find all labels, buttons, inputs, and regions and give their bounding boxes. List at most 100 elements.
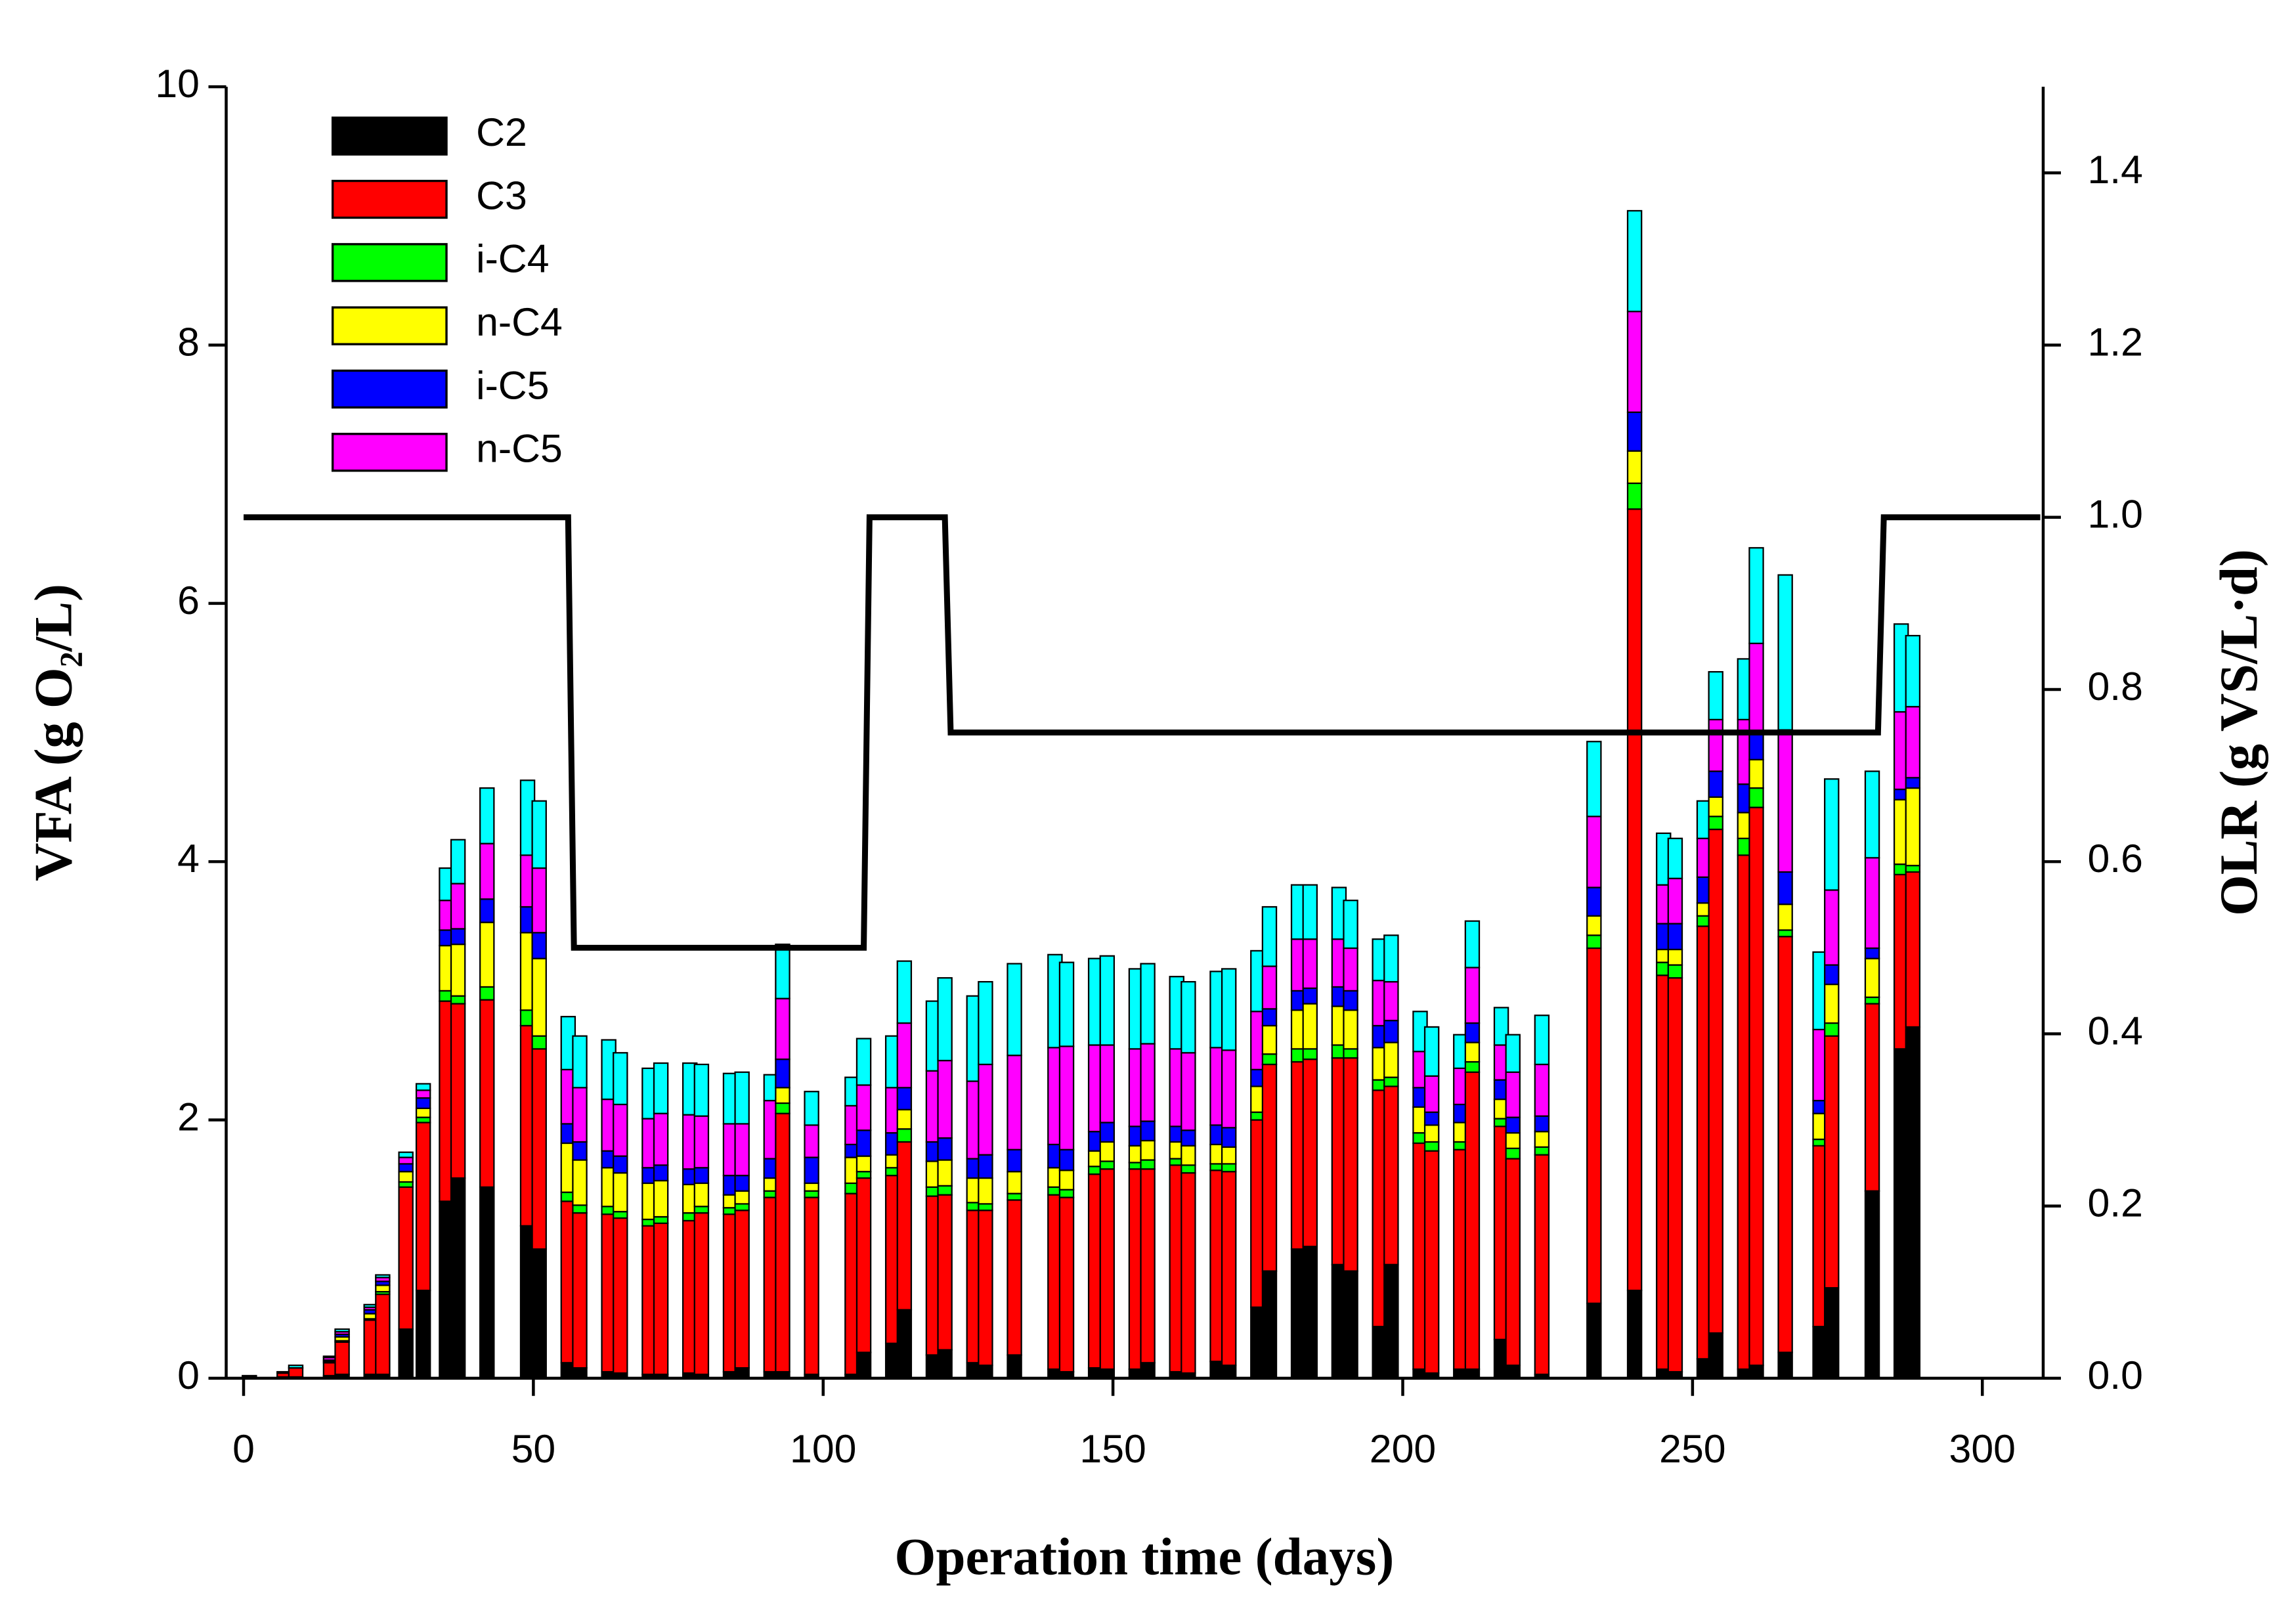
bar-segment — [288, 1367, 304, 1378]
legend-label: n-C5 — [476, 426, 563, 471]
y-axis-title: VFA (g O₂/L) — [24, 584, 83, 881]
bar-segment — [937, 1059, 953, 1139]
bar-segment — [613, 1155, 628, 1174]
bar-segment — [1464, 1060, 1481, 1073]
bar-segment — [1824, 1287, 1840, 1379]
bar-segment — [734, 1203, 750, 1212]
bar-segment — [1777, 929, 1793, 938]
bar-segment — [1626, 508, 1643, 1292]
bar-segment — [1343, 1057, 1358, 1272]
bar-segment — [1824, 983, 1840, 1024]
bar-segment — [1748, 547, 1764, 644]
bar-segment — [613, 1172, 628, 1213]
bar-segment — [531, 1035, 547, 1050]
bar-segment — [531, 957, 547, 1037]
bar-segment — [1864, 1190, 1880, 1379]
bar-segment — [1667, 923, 1683, 951]
bar-segment — [1493, 1007, 1509, 1046]
bar-segment — [1626, 209, 1643, 313]
bar-segment — [1261, 965, 1278, 1010]
bar-segment — [613, 1211, 628, 1219]
legend-swatch — [331, 243, 448, 282]
bar-segment — [653, 1222, 669, 1376]
bar-segment — [978, 980, 993, 1066]
bar-segment — [1905, 706, 1921, 779]
bar-segment — [531, 932, 547, 959]
bar-segment — [1905, 787, 1921, 867]
bar-segment — [1864, 996, 1880, 1005]
bar-segment — [1099, 1160, 1116, 1170]
y-tick-label: 8 — [177, 320, 200, 364]
bar-segment — [1667, 964, 1683, 979]
bar-segment — [804, 1190, 819, 1198]
x-tick-label: 50 — [511, 1426, 556, 1471]
bar-segment — [1505, 1116, 1521, 1134]
bar-segment — [978, 1063, 993, 1156]
bar-segment — [1261, 1053, 1278, 1066]
y2-tick-label: 0.0 — [2088, 1353, 2144, 1397]
bar-segment — [937, 1349, 953, 1380]
bar-segment — [1180, 1172, 1196, 1374]
bar-segment — [1099, 1141, 1116, 1162]
bar-segment — [450, 995, 466, 1005]
olr-line — [244, 514, 2041, 951]
legend-label: n-C4 — [476, 299, 563, 344]
bar-segment — [937, 977, 953, 1062]
bar-segment — [1221, 1365, 1237, 1379]
bar-segment — [1505, 1147, 1521, 1160]
bar-segment — [1667, 877, 1683, 925]
bar-segment — [375, 1274, 391, 1279]
bar-segment — [415, 1122, 431, 1292]
bar-segment — [1586, 886, 1602, 917]
bar-segment — [1140, 1362, 1156, 1379]
bar-segment — [1626, 311, 1643, 413]
bar-segment — [1708, 770, 1723, 798]
bar-segment — [1058, 1196, 1075, 1373]
bar-segment — [398, 1151, 414, 1158]
bar-segment — [1824, 778, 1840, 891]
bar-segment — [856, 1038, 872, 1086]
bar-segment — [1007, 1148, 1022, 1173]
bar-segment — [693, 1206, 710, 1214]
bar-segment — [398, 1181, 414, 1188]
bar-segment — [1099, 1044, 1116, 1124]
bar-segment — [693, 1212, 710, 1376]
bar-segment — [1343, 900, 1358, 950]
bar-segment — [1748, 642, 1764, 735]
bar-segment — [398, 1171, 414, 1183]
bar-segment — [1140, 1168, 1156, 1364]
bar-segment — [1748, 758, 1764, 789]
bar-segment — [775, 997, 791, 1060]
bar-segment — [1058, 1189, 1075, 1198]
bar-segment — [398, 1186, 414, 1330]
bar-segment — [398, 1328, 414, 1379]
bar-segment — [1140, 963, 1156, 1045]
bar-segment — [1302, 1058, 1318, 1248]
y2-tick-label: 1.2 — [2088, 320, 2144, 364]
y2-tick-label: 0.8 — [2088, 664, 2144, 709]
bar-segment — [775, 943, 791, 999]
bar-segment — [1824, 889, 1840, 966]
bar-segment — [1221, 1127, 1237, 1148]
bar-segment — [856, 1084, 872, 1131]
bar-segment — [613, 1052, 628, 1106]
legend-label: C2 — [476, 110, 527, 154]
bar-segment — [1586, 816, 1602, 888]
bar-segment — [415, 1107, 431, 1118]
bar-segment — [479, 898, 495, 923]
bar-segment — [896, 1022, 913, 1089]
bar-segment — [1586, 1302, 1602, 1379]
bar-segment — [1708, 816, 1723, 831]
bar-segment — [1864, 1003, 1880, 1192]
bar-segment — [1464, 1022, 1481, 1043]
bar-segment — [1505, 1034, 1521, 1073]
bar-segment — [1777, 903, 1793, 931]
bar-segment — [375, 1293, 391, 1376]
bar-segment — [1423, 1026, 1440, 1077]
bar-segment — [415, 1083, 431, 1091]
bar-segment — [1058, 1045, 1075, 1150]
bar-segment — [1099, 1168, 1116, 1370]
bar-segment — [531, 1048, 547, 1250]
bar-segment — [937, 1185, 953, 1196]
